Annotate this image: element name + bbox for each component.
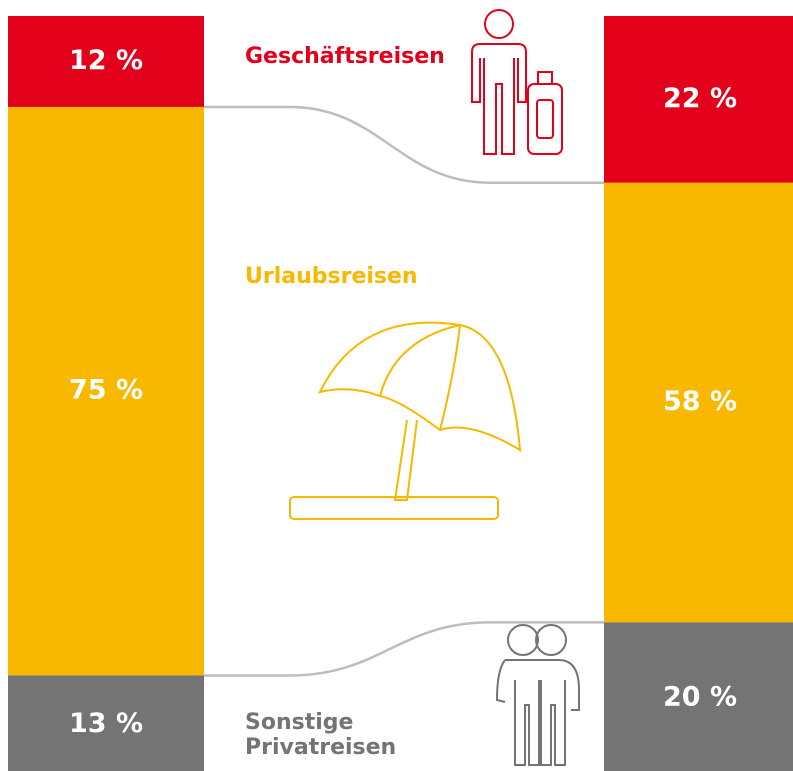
series-label: Sonstige Privatreisen <box>245 710 397 761</box>
connector <box>204 621 604 677</box>
bar-segment <box>604 16 793 183</box>
value-label: 13 % <box>69 708 143 739</box>
business-icon <box>471 9 563 155</box>
umbrella-icon <box>289 321 522 520</box>
series-label: Geschäftsreisen <box>245 44 445 69</box>
bar-segment <box>8 675 204 771</box>
value-label: 20 % <box>663 682 737 713</box>
connector <box>204 105 604 185</box>
value-label: 22 % <box>663 83 737 114</box>
value-label: 75 % <box>69 375 143 406</box>
bar-segment <box>8 16 204 107</box>
bar-segment <box>604 622 793 771</box>
series-label: Urlaubsreisen <box>245 264 418 289</box>
value-label: 58 % <box>663 386 737 417</box>
bar-segment <box>8 106 204 676</box>
people-icon <box>495 624 580 766</box>
value-label: 12 % <box>69 45 143 76</box>
bar-segment <box>604 182 793 623</box>
